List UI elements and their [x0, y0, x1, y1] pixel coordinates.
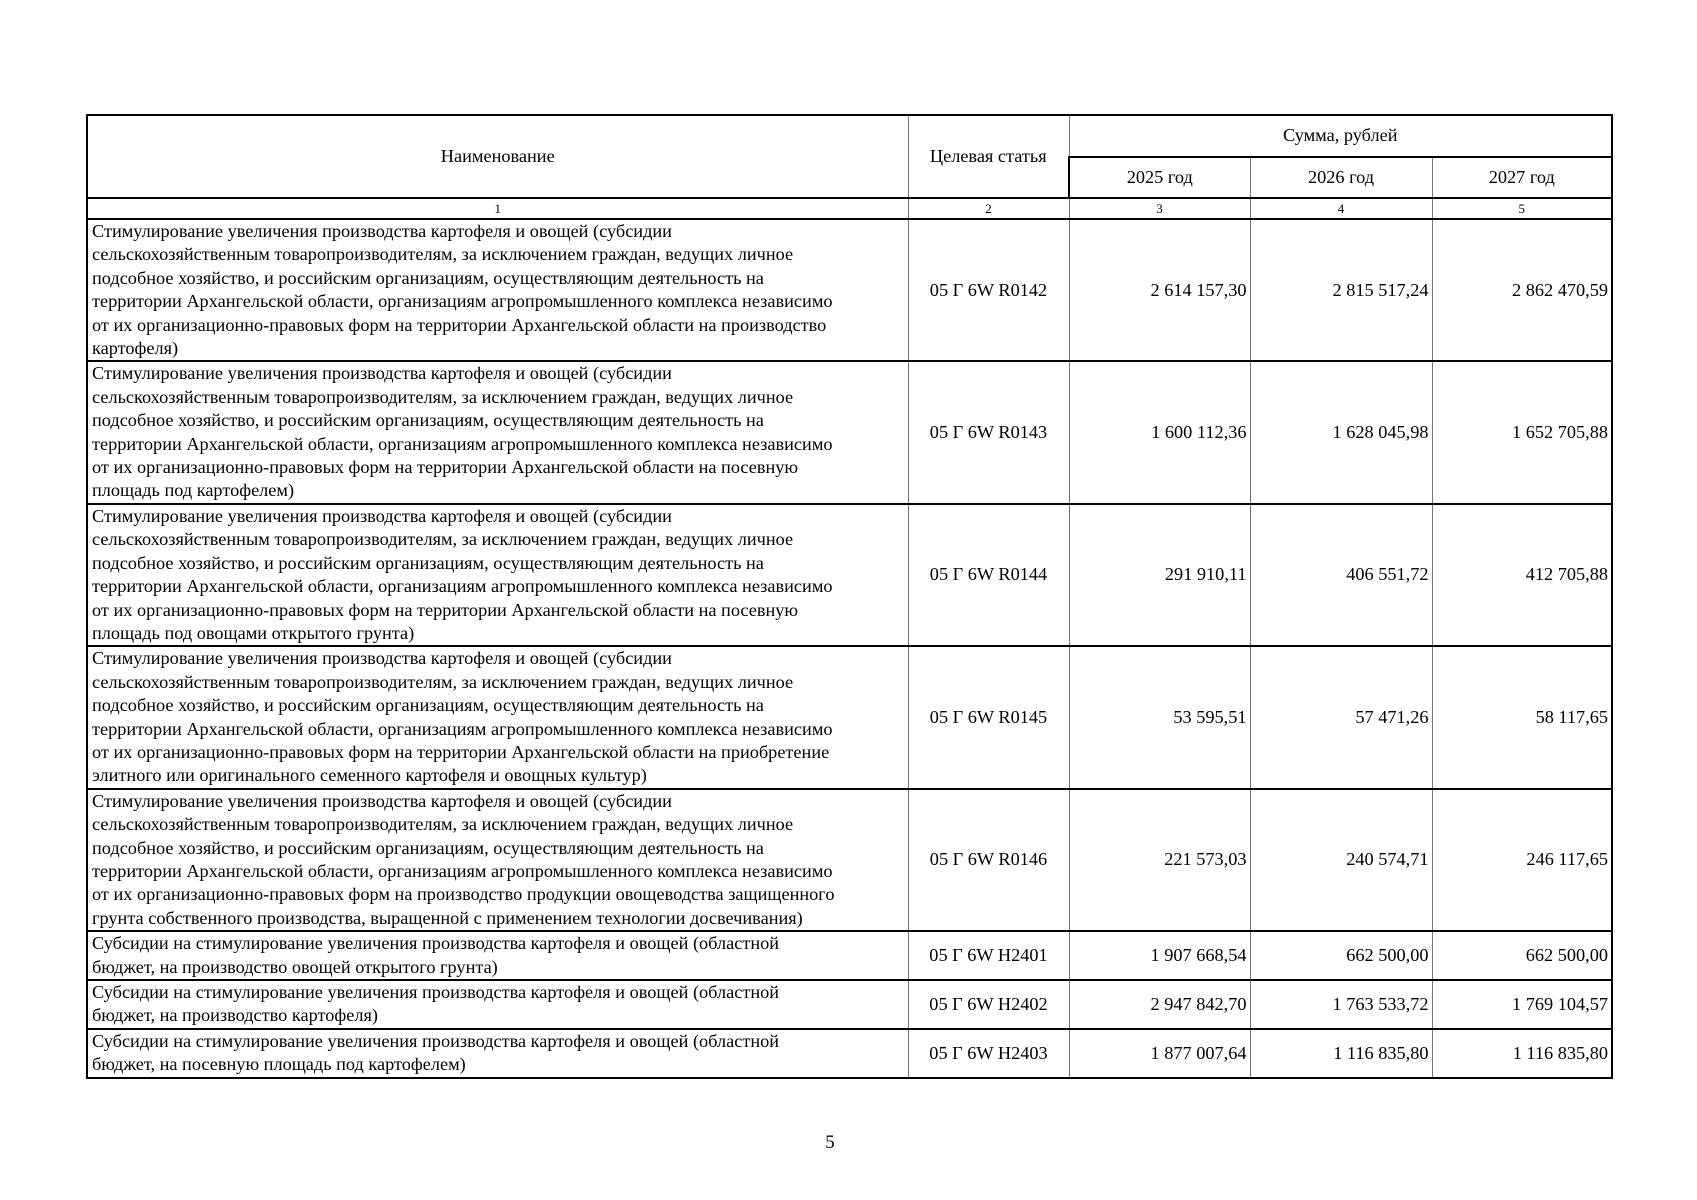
- header-target-article: Целевая статья: [907, 114, 1070, 199]
- column-number: 5: [1431, 197, 1614, 220]
- header-name: Наименование: [86, 114, 909, 199]
- table-row: Субсидии на стимулирование увеличения пр…: [86, 979, 1614, 1030]
- table-row: Субсидии на стимулирование увеличения пр…: [86, 930, 1614, 981]
- amount-2026: 1 628 045,98: [1249, 360, 1433, 505]
- table-row: Субсидии на стимулирование увеличения пр…: [86, 1027, 1614, 1079]
- column-number: 1: [86, 197, 909, 220]
- amount-2026: 57 471,26: [1249, 645, 1433, 790]
- row-name: Стимулирование увеличения производства к…: [86, 645, 909, 790]
- amount-2025: 291 910,11: [1068, 502, 1251, 648]
- amount-2027: 58 117,65: [1431, 645, 1614, 790]
- row-name: Субсидии на стимулирование увеличения пр…: [86, 930, 909, 981]
- amount-2025: 2 947 842,70: [1068, 979, 1251, 1030]
- amount-2025: 1 877 007,64: [1068, 1027, 1251, 1079]
- target-article-code: 05 Г 6W R0144: [907, 502, 1070, 648]
- amount-2026: 2 815 517,24: [1249, 217, 1433, 363]
- row-name: Стимулирование увеличения производства к…: [86, 787, 909, 933]
- row-name: Стимулирование увеличения производства к…: [86, 502, 909, 648]
- amount-2027: 1 116 835,80: [1431, 1027, 1614, 1079]
- header-year-2025: 2025 год: [1068, 156, 1251, 199]
- target-article-code: 05 Г 6W R0142: [907, 217, 1070, 363]
- amount-2027: 662 500,00: [1431, 930, 1614, 981]
- amount-2027: 1 769 104,57: [1431, 979, 1614, 1030]
- budget-table: Наименование Целевая статья Сумма, рубле…: [86, 114, 1614, 1079]
- column-number: 4: [1249, 197, 1433, 220]
- target-article-code: 05 Г 6W H2403: [907, 1027, 1070, 1079]
- target-article-code: 05 Г 6W R0143: [907, 360, 1070, 505]
- amount-2026: 1 116 835,80: [1249, 1027, 1433, 1079]
- table-row: Стимулирование увеличения производства к…: [86, 787, 1614, 933]
- row-name: Субсидии на стимулирование увеличения пр…: [86, 979, 909, 1030]
- table-row: Стимулирование увеличения производства к…: [86, 217, 1614, 363]
- table-row: Стимулирование увеличения производства к…: [86, 502, 1614, 648]
- table-row: Стимулирование увеличения производства к…: [86, 645, 1614, 790]
- target-article-code: 05 Г 6W R0145: [907, 645, 1070, 790]
- amount-2027: 246 117,65: [1431, 787, 1614, 933]
- table-row: Стимулирование увеличения производства к…: [86, 360, 1614, 505]
- amount-2026: 1 763 533,72: [1249, 979, 1433, 1030]
- row-name: Субсидии на стимулирование увеличения пр…: [86, 1027, 909, 1079]
- amount-2025: 2 614 157,30: [1068, 217, 1251, 363]
- amount-2026: 406 551,72: [1249, 502, 1433, 648]
- amount-2026: 662 500,00: [1249, 930, 1433, 981]
- header-sum: Сумма, рублей: [1068, 114, 1614, 158]
- amount-2027: 412 705,88: [1431, 502, 1614, 648]
- target-article-code: 05 Г 6W H2402: [907, 979, 1070, 1030]
- header-year-2026: 2026 год: [1249, 156, 1433, 199]
- target-article-code: 05 Г 6W H2401: [907, 930, 1070, 981]
- page-number: 5: [825, 1132, 835, 1153]
- amount-2027: 2 862 470,59: [1431, 217, 1614, 363]
- row-name: Стимулирование увеличения производства к…: [86, 217, 909, 363]
- column-number: 3: [1068, 197, 1251, 220]
- row-name: Стимулирование увеличения производства к…: [86, 360, 909, 505]
- amount-2025: 1 907 668,54: [1068, 930, 1251, 981]
- amount-2025: 53 595,51: [1068, 645, 1251, 790]
- amount-2026: 240 574,71: [1249, 787, 1433, 933]
- header-year-2027: 2027 год: [1431, 156, 1614, 199]
- amount-2025: 221 573,03: [1068, 787, 1251, 933]
- amount-2027: 1 652 705,88: [1431, 360, 1614, 505]
- column-number: 2: [907, 197, 1070, 220]
- amount-2025: 1 600 112,36: [1068, 360, 1251, 505]
- target-article-code: 05 Г 6W R0146: [907, 787, 1070, 933]
